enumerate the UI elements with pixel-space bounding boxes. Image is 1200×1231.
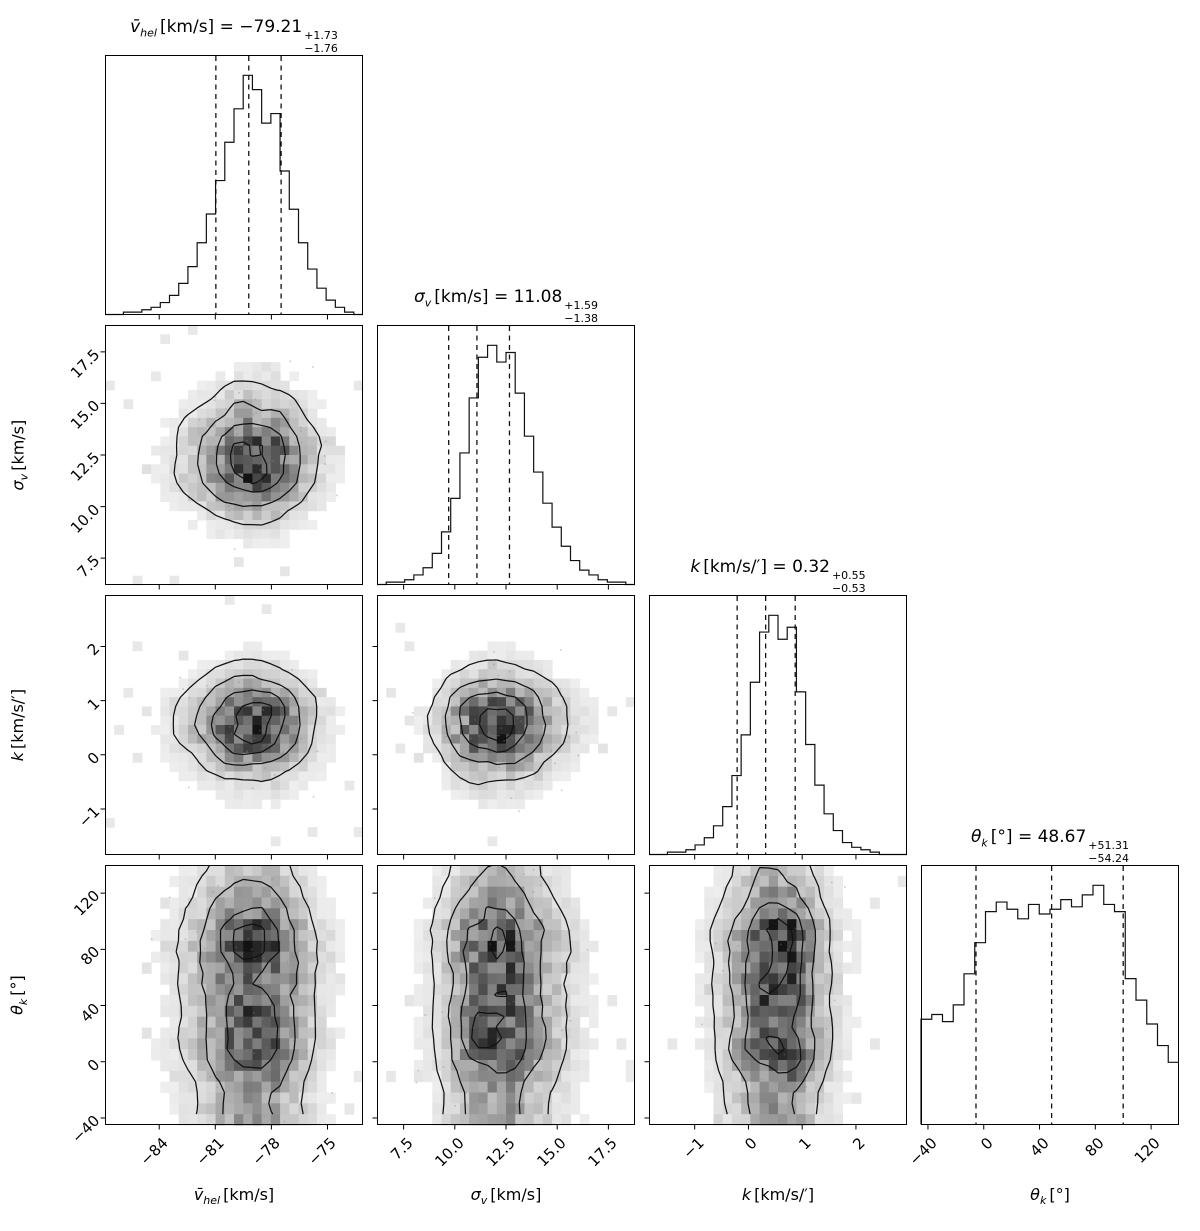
thetak-symbol: θk xyxy=(971,827,988,850)
y-tick-label: 1 xyxy=(83,694,104,714)
y-axis-label-k: k[km/s/′] xyxy=(7,688,27,762)
x-axis-label-thetak: θk [°] xyxy=(1030,1185,1070,1208)
x-tick-label: −75 xyxy=(305,1134,341,1170)
y-tick-label: 0 xyxy=(83,748,104,768)
x-tick-label: 10.0 xyxy=(431,1134,468,1171)
hist-panel-k xyxy=(642,595,907,862)
hist-panel-thetak xyxy=(914,865,1179,1132)
x-tick-label: −78 xyxy=(249,1134,285,1170)
y-axis-label-thetak: θk[°] xyxy=(7,975,31,1015)
y-tick-label: −1 xyxy=(74,802,104,831)
x-axis-label-k: k [km/s/′] xyxy=(741,1185,815,1204)
thetak-value: 48.67 xyxy=(1037,827,1087,847)
sigmav-errors: +1.59 −1.38 xyxy=(564,299,598,325)
x-tick-label: 15.0 xyxy=(533,1134,570,1171)
panel-title-thetak: θk [°] = 48.67 +51.31 −54.24 xyxy=(971,827,1129,865)
y-tick-label: 120 xyxy=(70,886,104,920)
x-tick-label: −84 xyxy=(136,1134,172,1170)
contour-panel-vhel-sigmav xyxy=(98,325,363,592)
x-tick-label: 1 xyxy=(795,1134,815,1154)
y-tick-label: 40 xyxy=(77,999,104,1026)
contour-panel-sigmav-k xyxy=(370,595,635,862)
k-errors: +0.55 −0.53 xyxy=(831,569,866,595)
vhel-errors: +1.73 −1.76 xyxy=(304,29,338,55)
y-tick-label: 17.5 xyxy=(67,345,104,382)
contour-panel-vhel-thetak xyxy=(98,865,363,1132)
x-tick-label: 2 xyxy=(849,1134,869,1154)
x-tick-label: 0 xyxy=(741,1134,762,1154)
panel-title-vhel: v̄hel [km/s] = −79.21 +1.73 −1.76 xyxy=(130,17,338,55)
y-tick-label: 0 xyxy=(83,1055,104,1075)
y-tick-label: 7.5 xyxy=(73,551,104,582)
k-symbol: k xyxy=(690,557,701,577)
x-axis-label-sigmav: σv [km/s] xyxy=(470,1185,542,1208)
y-tick-label: 15.0 xyxy=(67,397,104,434)
vhel-value: −79.21 xyxy=(239,17,303,37)
x-tick-label: 0 xyxy=(976,1134,997,1154)
hist-panel-vhel xyxy=(98,55,363,322)
x-tick-label: −81 xyxy=(192,1134,229,1170)
contour-panel-k-thetak xyxy=(642,865,907,1132)
sigmav-symbol: σv xyxy=(413,287,432,310)
y-tick-label: 10.0 xyxy=(67,500,104,537)
x-tick-label: −1 xyxy=(679,1134,708,1163)
k-value: 0.32 xyxy=(792,557,830,577)
sigmav-value: 11.08 xyxy=(513,287,563,307)
contour-panel-sigmav-thetak xyxy=(370,865,635,1132)
x-tick-label: 17.5 xyxy=(584,1134,622,1171)
panel-title-sigmav: σv [km/s] = 11.08 +1.59 −1.38 xyxy=(413,287,598,325)
x-tick-label: −40 xyxy=(905,1134,941,1170)
x-tick-label: 40 xyxy=(1026,1134,1053,1161)
y-axis-label-sigmav: σv[km/s] xyxy=(7,419,31,491)
contour-panel-vhel-k xyxy=(98,595,363,862)
vhel-symbol: v̄hel xyxy=(130,17,157,40)
x-tick-label: 80 xyxy=(1081,1134,1109,1161)
hist-panel-sigmav xyxy=(370,325,635,592)
y-tick-label: −40 xyxy=(68,1111,104,1147)
x-tick-label: 120 xyxy=(1130,1134,1164,1167)
y-tick-label: 12.5 xyxy=(67,448,104,485)
thetak-errors: +51.31 −54.24 xyxy=(1088,839,1129,865)
x-tick-label: 12.5 xyxy=(482,1134,519,1171)
y-tick-label: 80 xyxy=(77,942,104,970)
x-tick-label: 7.5 xyxy=(386,1134,417,1164)
panel-title-k: k [km/s/′] = 0.32 +0.55 −0.53 xyxy=(690,557,866,595)
x-axis-label-vhel: v̄hel [km/s] xyxy=(193,1185,275,1208)
y-tick-label: 2 xyxy=(83,640,104,660)
